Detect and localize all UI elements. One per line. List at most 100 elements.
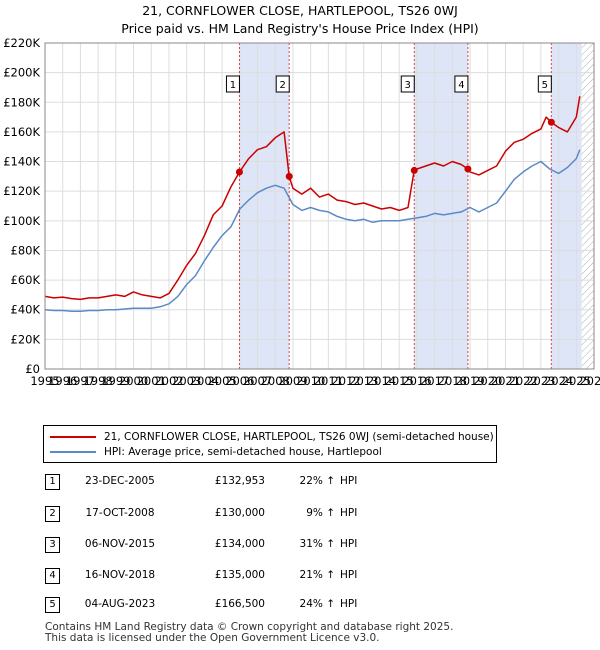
- hpi-label: HPI: [340, 507, 358, 519]
- x-tick-label: 2026: [579, 374, 600, 388]
- sale-number: 2: [45, 506, 60, 522]
- legend-swatch-hpi: [50, 451, 96, 453]
- y-tick-label: £80K: [11, 243, 41, 257]
- sale-price: £135,000: [214, 569, 265, 581]
- x-tick-label: 2016: [402, 374, 431, 388]
- y-tick-label: £160K: [3, 125, 40, 139]
- y-tick-label: £180K: [3, 95, 40, 109]
- x-tick-label: 2018: [438, 374, 467, 388]
- sale-number: 3: [45, 537, 60, 553]
- hpi-percent: 21% ↑: [299, 569, 335, 581]
- sale-price: £132,953: [214, 475, 265, 487]
- legend-label-property: 21, CORNFLOWER CLOSE, HARTLEPOOL, TS26 0…: [104, 431, 494, 443]
- y-tick-label: £40K: [11, 303, 41, 317]
- x-tick-label: 2000: [119, 374, 148, 388]
- x-tick-label: 2001: [137, 374, 166, 388]
- x-tick-label: 2023: [526, 374, 555, 388]
- sale-date: 04-AUG-2023: [84, 598, 156, 610]
- y-tick-label: £100K: [3, 214, 40, 228]
- price-chart: 1 2 3 4 5 £0 £20K £40K £60K £80K £100K £120K £140K £…: [3, 36, 600, 388]
- plot-frame: [44, 42, 595, 370]
- sale-point: [410, 166, 418, 174]
- x-tick-label: 1999: [101, 374, 130, 388]
- sale-label: 4: [458, 80, 464, 91]
- sale-label: 5: [542, 80, 548, 91]
- sale-label-box: [225, 75, 240, 93]
- sale-number: 1: [45, 474, 60, 490]
- y-tick-label: £220K: [3, 36, 40, 50]
- y-tick-label: £200K: [3, 66, 40, 80]
- legend-swatch-property: [50, 436, 96, 438]
- x-tick-label: 2005: [207, 374, 236, 388]
- sale-label-box: [537, 75, 552, 93]
- x-tick-label: 2002: [154, 374, 183, 388]
- x-tick-label: 2003: [172, 374, 201, 388]
- x-tick-label: 2008: [261, 374, 290, 388]
- legend-label-hpi: HPI: Average price, semi-detached house,…: [104, 446, 382, 458]
- sale-price: £130,000: [214, 507, 265, 519]
- sale-price: £134,000: [214, 538, 265, 550]
- y-tick-label: £20K: [11, 332, 41, 346]
- x-tick-label: 2020: [473, 374, 502, 388]
- x-tick-label: 1997: [66, 374, 95, 388]
- x-tick-label: 1995: [30, 374, 59, 388]
- hpi-label: HPI: [340, 538, 358, 550]
- hpi-percent: 22% ↑: [299, 475, 335, 487]
- x-tick-label: 2009: [278, 374, 307, 388]
- sale-number: 5: [45, 597, 60, 613]
- sale-label: 1: [230, 80, 236, 91]
- x-tick-label: 2011: [314, 374, 343, 388]
- x-tick-label: 2012: [331, 374, 360, 388]
- chart-subtitle: Price paid vs. HM Land Registry's House …: [121, 21, 479, 36]
- sale-date: 17-OCT-2008: [85, 507, 155, 519]
- hpi-label: HPI: [340, 598, 358, 610]
- hpi-percent: 9% ↑: [306, 507, 335, 519]
- sale-label-box: [454, 75, 469, 93]
- ownership-shade: [551, 43, 582, 369]
- x-tick-label: 2004: [190, 374, 219, 388]
- sale-date: 06-NOV-2015: [84, 538, 156, 550]
- y-tick-label: £0: [25, 362, 40, 376]
- x-tick-label: 1996: [48, 374, 77, 388]
- x-tick-label: 2007: [243, 374, 272, 388]
- legend-entry-property: 21, CORNFLOWER CLOSE, HARTLEPOOL, TS26 0…: [50, 430, 494, 444]
- hpi-percent: 31% ↑: [299, 538, 335, 550]
- sale-point: [285, 172, 293, 180]
- x-tick-label: 2013: [349, 374, 378, 388]
- y-tick-label: £60K: [11, 273, 41, 287]
- sale-label-box: [400, 75, 415, 93]
- sale-number: 4: [45, 568, 60, 584]
- sale-point: [464, 165, 472, 173]
- property-price-line: [44, 96, 581, 301]
- x-tick-label: 2024: [544, 374, 573, 388]
- x-tick-label: 2025: [562, 374, 591, 388]
- hpi-line: [44, 149, 581, 312]
- footer-licence: This data is licensed under the Open Gov…: [45, 632, 380, 644]
- x-tick-label: 2022: [509, 374, 538, 388]
- sale-point: [547, 118, 555, 126]
- hpi-percent: 24% ↑: [299, 598, 335, 610]
- hpi-label: HPI: [340, 569, 358, 581]
- forecast-hatch: [581, 43, 594, 369]
- x-tick-label: 2017: [420, 374, 449, 388]
- y-tick-label: £140K: [3, 155, 40, 169]
- sale-date: 16-NOV-2018: [84, 569, 156, 581]
- sale-point: [235, 168, 243, 176]
- legend-entry-hpi: HPI: Average price, semi-detached house,…: [50, 445, 382, 459]
- sale-price: £166,500: [214, 598, 265, 610]
- ownership-shade: [414, 43, 468, 369]
- sale-label: 3: [405, 80, 411, 91]
- ownership-shade: [239, 43, 290, 369]
- hpi-label: HPI: [340, 475, 358, 487]
- footer-copyright: Contains HM Land Registry data © Crown c…: [45, 621, 454, 633]
- x-tick-label: 2014: [367, 374, 396, 388]
- x-tick-label: 1998: [83, 374, 112, 388]
- x-tick-label: 2019: [455, 374, 484, 388]
- x-tick-label: 2006: [225, 374, 254, 388]
- sale-label: 2: [280, 80, 286, 91]
- chart-title: 21, CORNFLOWER CLOSE, HARTLEPOOL, TS26 0…: [142, 3, 458, 18]
- sale-date: 23-DEC-2005: [85, 475, 155, 487]
- x-tick-label: 2010: [296, 374, 325, 388]
- sale-label-box: [275, 75, 290, 93]
- x-tick-label: 2021: [491, 374, 520, 388]
